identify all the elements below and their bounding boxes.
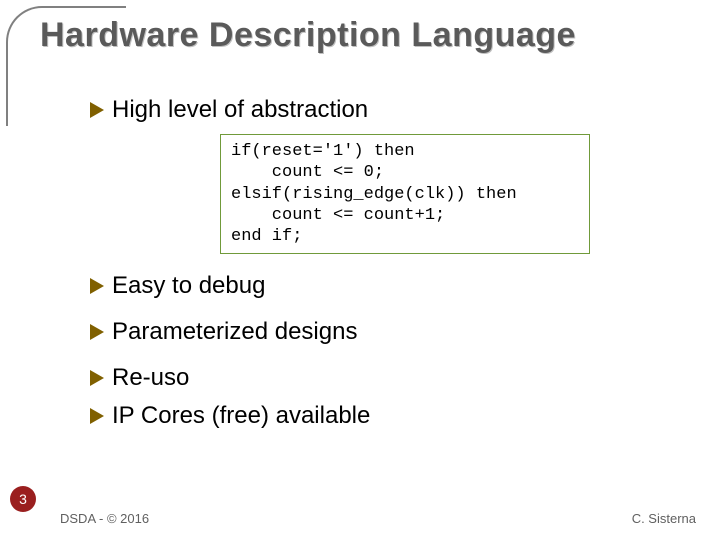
arrow-icon: [90, 102, 104, 118]
slide-title: Hardware Description Language: [40, 16, 700, 55]
spacer: [90, 356, 660, 364]
bullet-item: High level of abstraction: [90, 96, 660, 124]
content-area: High level of abstraction if(reset='1') …: [90, 96, 660, 440]
bullet-text: Parameterized designs: [112, 318, 357, 346]
arrow-icon: [90, 408, 104, 424]
footer-right-text: C. Sisterna: [632, 511, 696, 526]
bullet-item: Easy to debug: [90, 272, 660, 300]
bullet-text: High level of abstraction: [112, 96, 368, 124]
footer-left-text: DSDA - © 2016: [60, 511, 149, 526]
slide-number-badge: 3: [10, 486, 36, 512]
bullet-item: IP Cores (free) available: [90, 402, 660, 430]
arrow-icon: [90, 278, 104, 294]
arrow-icon: [90, 324, 104, 340]
bullet-text: IP Cores (free) available: [112, 402, 370, 430]
spacer: [90, 310, 660, 318]
code-snippet: if(reset='1') then count <= 0; elsif(ris…: [220, 134, 590, 254]
bullet-text: Re-uso: [112, 364, 189, 392]
bullet-text: Easy to debug: [112, 272, 265, 300]
bullet-item: Parameterized designs: [90, 318, 660, 346]
bullet-item: Re-uso: [90, 364, 660, 392]
arrow-icon: [90, 370, 104, 386]
slide-container: Hardware Description Language High level…: [0, 0, 720, 540]
